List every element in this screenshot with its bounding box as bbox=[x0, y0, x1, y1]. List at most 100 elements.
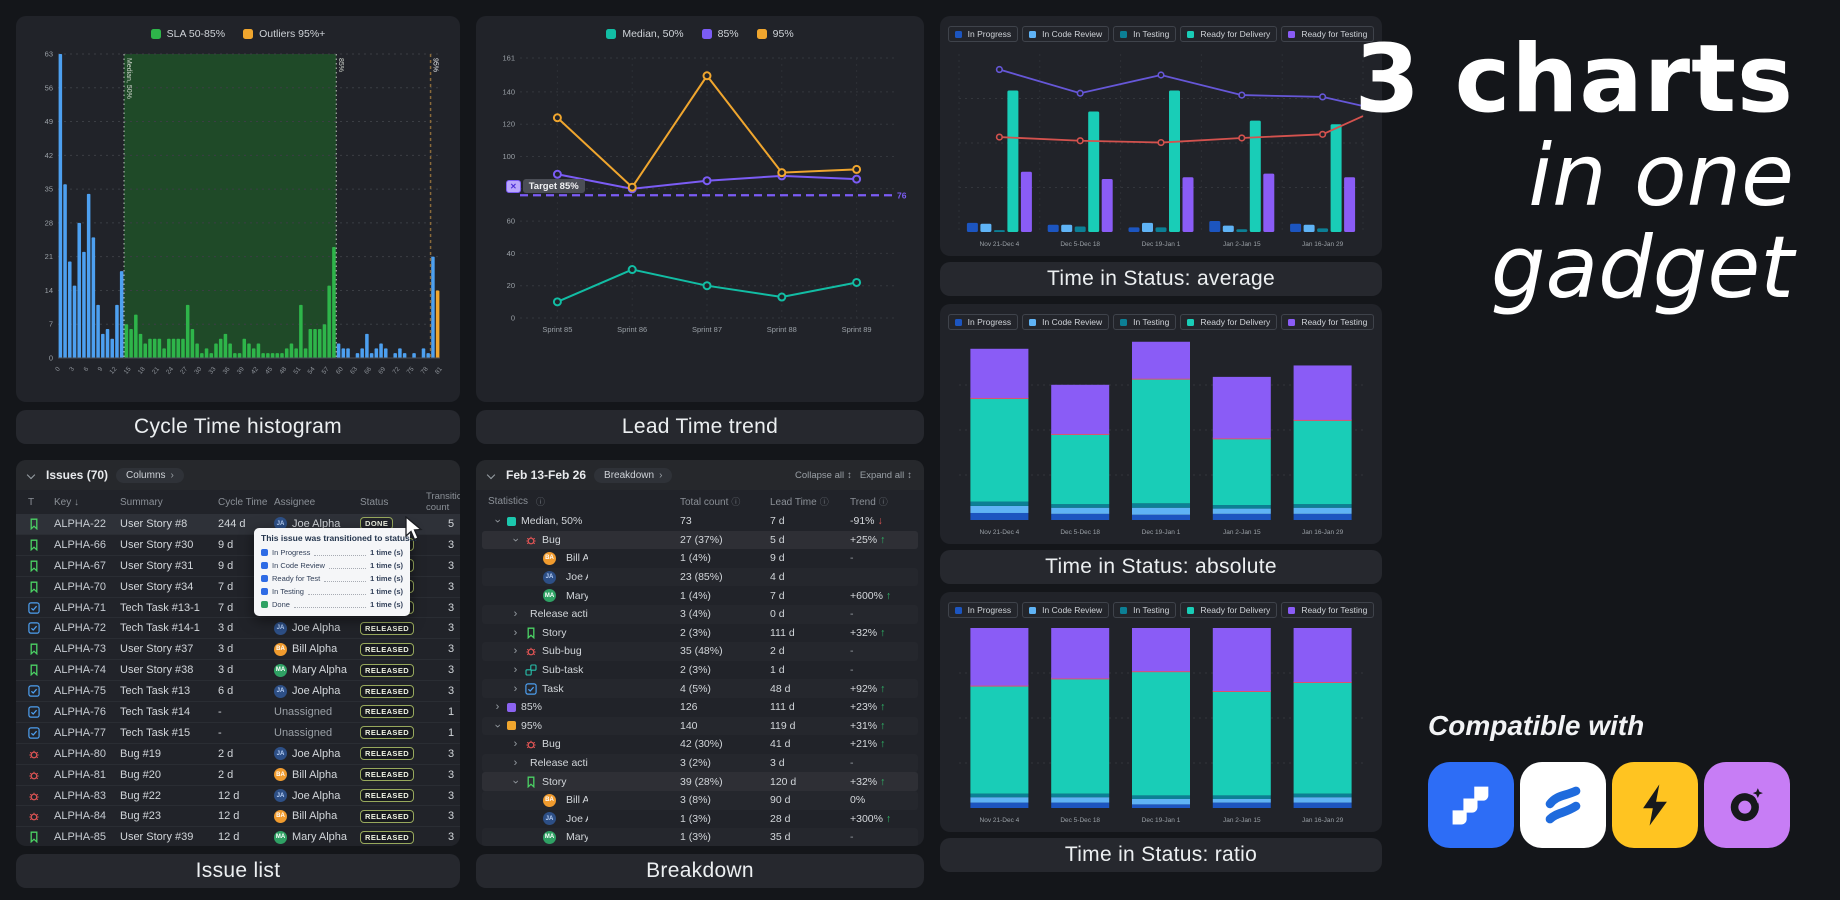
chevron-down-icon[interactable] bbox=[26, 470, 36, 480]
issue-row[interactable]: ALPHA-75 Tech Task #13 6 d JA Joe Alpha RELEA… bbox=[16, 681, 460, 703]
breakdown-row[interactable]: › Story 39 (28%) 120 d +32% ↑ bbox=[482, 772, 918, 791]
legend-item[interactable]: In Progress bbox=[947, 26, 1019, 42]
issue-row[interactable]: ALPHA-73 User Story #37 3 d BA Bill Alpha REL… bbox=[16, 639, 460, 661]
legend-item[interactable]: In Testing bbox=[1113, 314, 1177, 330]
target-annotation[interactable]: ✕ Target 85% bbox=[506, 179, 585, 194]
status-swatch bbox=[261, 588, 268, 595]
issue-row[interactable]: ALPHA-22 User Story #8 244 d JA Joe Alpha DON… bbox=[16, 514, 460, 535]
svg-text:14: 14 bbox=[45, 286, 53, 295]
sort-desc-icon[interactable]: ↓ bbox=[74, 496, 80, 508]
legend-item[interactable]: Median, 50% bbox=[606, 28, 684, 40]
expand-chevron-icon[interactable]: › bbox=[509, 779, 522, 784]
expand-chevron-icon[interactable]: › bbox=[513, 738, 518, 751]
lead-trend-legend: Median, 50% 85% 95% bbox=[476, 22, 924, 46]
issue-row[interactable]: ALPHA-72 Tech Task #14-1 3 d JA Joe Alpha REL… bbox=[16, 618, 460, 640]
legend-item[interactable]: Ready for Delivery bbox=[1180, 602, 1278, 618]
breakdown-row[interactable]: › Median, 50% 73 7 d -91% ↓ bbox=[491, 515, 883, 528]
svg-text:9: 9 bbox=[97, 365, 105, 373]
close-icon[interactable]: ✕ bbox=[506, 179, 521, 193]
collapse-all-button[interactable]: Collapse all ↕ bbox=[795, 469, 852, 481]
status-badge: RELEASED bbox=[360, 705, 415, 719]
legend-item[interactable]: In Testing bbox=[1113, 602, 1177, 618]
expand-chevron-icon[interactable]: › bbox=[513, 757, 518, 770]
expand-chevron-icon[interactable]: › bbox=[513, 626, 518, 639]
expand-chevron-icon[interactable]: › bbox=[513, 682, 518, 695]
columns-button[interactable]: Columns › bbox=[116, 467, 184, 483]
task-icon bbox=[28, 601, 40, 614]
legend-item[interactable]: In Progress bbox=[947, 602, 1019, 618]
svg-text:42: 42 bbox=[250, 365, 260, 375]
sort-vertical-icon: ↕ bbox=[847, 469, 852, 481]
issue-row[interactable]: ALPHA-77 Tech Task #15- Unassigned RELEASED… bbox=[16, 723, 460, 744]
jira-logo-glyph bbox=[1452, 786, 1489, 825]
svg-text:76: 76 bbox=[897, 190, 907, 200]
legend-item[interactable]: 85% bbox=[701, 28, 739, 40]
chevron-down-icon[interactable] bbox=[486, 470, 496, 480]
breakdown-row[interactable]: › 95% 140 119 d +31% ↑ bbox=[491, 719, 886, 732]
story-icon bbox=[527, 627, 535, 639]
expand-chevron-icon[interactable]: › bbox=[491, 519, 504, 524]
issue-row[interactable]: ALPHA-81 Bug #20 2 d BA Bill Alpha RELEASED 3 bbox=[16, 765, 460, 786]
breakdown-row[interactable]: ›Release activities3 (2%)3 d- bbox=[482, 754, 918, 773]
legend-item[interactable]: In Code Review bbox=[1022, 26, 1110, 42]
breakdown-row[interactable]: › Bug 42 (30%) 41 d +21% ↑ bbox=[482, 735, 918, 754]
info-icon[interactable]: ⓘ bbox=[878, 496, 888, 507]
expand-all-button[interactable]: Expand all ↕ bbox=[859, 469, 912, 481]
legend-item[interactable]: SLA 50-85% bbox=[150, 28, 225, 40]
legend-item[interactable]: In Progress bbox=[947, 314, 1019, 330]
issue-row[interactable]: ALPHA-74 User Story #38 3 d MA Mary Alpha REL… bbox=[16, 660, 460, 682]
breakdown-row[interactable]: › Sub-task 2 (3%) 1 d- bbox=[482, 661, 918, 680]
trend-up-icon: ↑ bbox=[880, 738, 886, 751]
legend-item[interactable]: 95% bbox=[756, 28, 794, 40]
trend-down-icon: ↓ bbox=[877, 515, 883, 528]
avatar: BA bbox=[543, 551, 556, 565]
legend-item[interactable]: Ready for Delivery bbox=[1180, 314, 1278, 330]
issue-row[interactable]: ALPHA-80 Bug #19 2 d JA Joe Alpha RELEASED 3 bbox=[16, 744, 460, 765]
legend-item[interactable]: Ready for Testing bbox=[1281, 602, 1375, 618]
legend-item[interactable]: Outliers 95%+ bbox=[243, 28, 325, 40]
legend-item[interactable]: Ready for Testing bbox=[1281, 26, 1375, 42]
tooltip-status-row: Done 1 time (s) bbox=[261, 598, 403, 611]
issue-row[interactable]: ALPHA-85 User Story #39 12 d MA Mary Alpha RE… bbox=[16, 827, 460, 846]
legend-item[interactable]: Ready for Testing bbox=[1281, 314, 1375, 330]
tooltip-status-row: Ready for Test 1 time (s) bbox=[261, 572, 403, 585]
info-icon[interactable]: ⓘ bbox=[731, 496, 741, 507]
tis-ratio-legend: In Progress In Code Review In Testing Ready… bbox=[940, 598, 1382, 622]
legend-item[interactable]: In Code Review bbox=[1022, 602, 1110, 618]
breakdown-panel: Feb 13-Feb 26 Breakdown › Collapse all ↕ E… bbox=[476, 460, 924, 846]
legend-swatch bbox=[701, 29, 712, 39]
breakdown-row[interactable]: › Task 4 (5%) 48 d +92% ↑ bbox=[482, 679, 918, 698]
breakdown-row[interactable]: › 85% 126 111 d +23% ↑ bbox=[482, 698, 918, 717]
expand-chevron-icon[interactable]: › bbox=[513, 645, 518, 658]
status-swatch bbox=[261, 562, 268, 569]
subtask-icon bbox=[525, 664, 537, 676]
breakdown-button[interactable]: Breakdown › bbox=[594, 467, 673, 483]
expand-chevron-icon[interactable]: › bbox=[513, 608, 518, 621]
legend-swatch bbox=[243, 29, 254, 39]
breakdown-row[interactable]: ›Release activities3 (4%)0 d- bbox=[482, 605, 918, 624]
svg-text:12: 12 bbox=[108, 365, 118, 375]
expand-chevron-icon[interactable]: › bbox=[491, 723, 504, 728]
legend-item[interactable]: In Code Review bbox=[1022, 314, 1110, 330]
breakdown-row[interactable]: › Story 2 (3%) 111 d +32% ↑ bbox=[482, 624, 918, 643]
issue-row[interactable]: ALPHA-84 Bug #23 12 d BA Bill Alpha RELEASED 3 bbox=[16, 806, 460, 828]
expand-chevron-icon[interactable]: › bbox=[513, 664, 518, 677]
legend-item[interactable]: In Testing bbox=[1113, 26, 1177, 42]
info-icon[interactable]: ⓘ bbox=[536, 496, 546, 507]
legend-item[interactable]: Ready for Delivery bbox=[1180, 26, 1278, 42]
issue-row[interactable]: ALPHA-83 Bug #22 12 d JA Joe Alpha RELEASED 3 bbox=[16, 786, 460, 807]
info-icon[interactable]: ⓘ bbox=[819, 496, 829, 507]
legend-swatch bbox=[1120, 318, 1128, 326]
issue-row[interactable]: ALPHA-76 Tech Task #14- Unassigned RELEASED… bbox=[16, 702, 460, 723]
breakdown-row[interactable]: › Sub-bug 35 (48%) 2 d- bbox=[482, 642, 918, 661]
expand-chevron-icon[interactable]: › bbox=[495, 701, 500, 714]
breakdown-row[interactable]: › Bug 27 (37%) 5 d +25% ↑ bbox=[482, 530, 918, 550]
expand-chevron-icon[interactable]: › bbox=[509, 538, 522, 542]
